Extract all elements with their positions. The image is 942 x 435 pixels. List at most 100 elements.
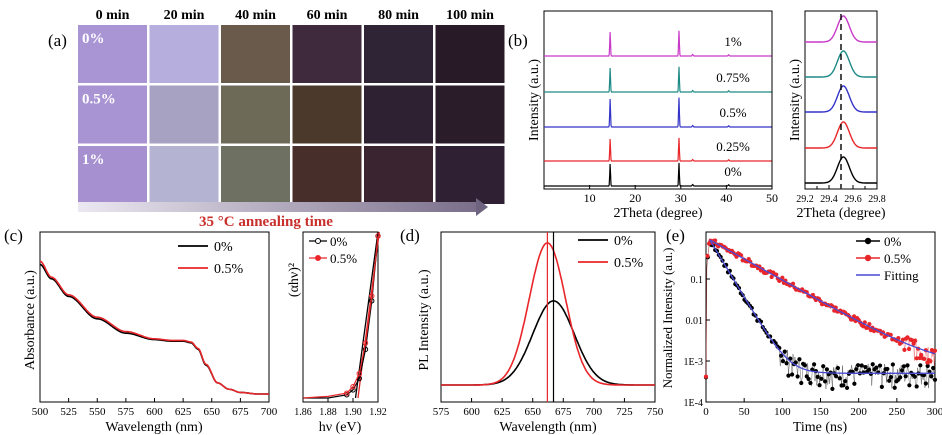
trpl-point-1-266 (906, 346, 912, 352)
trpl-point-0-246 (929, 374, 934, 379)
trpl-point-0-132 (824, 367, 830, 372)
trpl-point-0-138 (830, 386, 835, 391)
trpl-point-0-84 (780, 359, 786, 364)
panel-c-ylabel: Absorbance (a.u.) (23, 270, 38, 370)
trpl-point-0-112 (806, 376, 811, 382)
trpl-point-1-194 (851, 314, 857, 319)
tile-r2-c3 (292, 146, 362, 204)
pl-tick-label-675: 675 (555, 406, 572, 418)
trpl-point-0-150 (841, 383, 846, 388)
trpl-point-0-186 (874, 365, 879, 370)
absorbance-tick-label-700: 700 (261, 406, 278, 418)
trpl-x-tick-label-100: 100 (774, 406, 791, 418)
panel-b-xlabel: 2Theta (degree) (614, 206, 703, 221)
trpl-point-0-222 (907, 383, 912, 388)
trpl-legend-label-1: 0.5% (884, 251, 911, 266)
tile-r1-c1 (149, 85, 219, 144)
panel-b-ylabel: Intensity (a.u.) (527, 59, 542, 141)
col-header-0: 0 min (96, 8, 130, 23)
pl-tick-label-650: 650 (524, 406, 541, 418)
tauc-point-0-3 (350, 387, 356, 393)
trpl-x-tick-label-0: 0 (703, 406, 709, 418)
panel-c-frame (39, 231, 270, 403)
trpl-legend: 0% 0.5% Fitting (856, 234, 919, 283)
trpl-ticks: 0 50 100 150 200 250 300 1E-4 1E-3 0.01 0.1 (684, 275, 942, 418)
pl-tick-label-575: 575 (433, 406, 450, 418)
xrd-label-0: 0% (724, 164, 742, 179)
trpl-x-tick-label-300: 300 (927, 406, 942, 418)
trpl-point-0-178 (866, 367, 872, 372)
trpl-y-tick-label-0.1: 0.1 (691, 275, 704, 286)
trpl-point-0-130 (822, 379, 828, 384)
absorbance-lines (39, 260, 269, 395)
panel-b-frame (543, 10, 773, 190)
tile-r0-c0 (78, 25, 147, 83)
trpl-point-0-94 (790, 372, 795, 377)
xrd-inset-tick-label-29.8: 29.8 (868, 194, 886, 205)
xrd-tick-label-10: 10 (584, 191, 596, 205)
row-label-0: 0% (82, 31, 105, 47)
trpl-point-0-122 (815, 374, 820, 379)
trpl-point-0-86 (782, 349, 787, 354)
panel-e-trpl: (e) 0 50 100 150 200 250 300 1E-4 1E-3 0.01 0.1 0%… (660, 226, 942, 435)
tauc-point-1-4 (356, 371, 362, 377)
pl-tick-label-750: 750 (647, 406, 664, 418)
xrd-tick-label-50: 50 (766, 191, 778, 205)
trpl-point-0-230 (914, 384, 919, 389)
absorbance-line-1 (39, 260, 269, 395)
panel-c-absorbance: (c) 500 525 550 575 600 625 650 675 700 0% 0.5% W… (4, 226, 387, 435)
xrd-inset-tick-label-29.2: 29.2 (796, 194, 814, 205)
tauc-tick-label-1.92: 1.92 (369, 407, 387, 418)
xrd-tick-label-20: 20 (629, 191, 641, 205)
annealing-arrow-body (78, 202, 476, 212)
panel-d-frame (440, 231, 656, 403)
trpl-point-0-172 (861, 370, 866, 375)
absorbance-tick-label-525: 525 (60, 406, 77, 418)
col-header-2: 40 min (235, 8, 276, 23)
panel-e-title: (e) (666, 226, 685, 245)
tauc-fit-0 (354, 231, 379, 399)
tauc-line-1 (302, 235, 379, 399)
trpl-fit-1 (709, 239, 936, 355)
col-header-3: 60 min (307, 8, 348, 23)
xrd-series-labels: 0% 0.25% 0.5% 0.75% 1% (716, 34, 750, 179)
trpl-point-0-88 (784, 361, 789, 366)
tauc-tick-label-1.90: 1.90 (344, 407, 362, 418)
pl-tick-label-625: 625 (494, 406, 511, 418)
xrd-label-1: 0.25% (716, 139, 750, 154)
xrd-trace-0 (544, 162, 772, 187)
xrd-trace-1 (544, 137, 772, 162)
tile-grid (78, 25, 505, 204)
trpl-point-0-174 (863, 364, 868, 370)
tauc-legend-marker-1 (315, 255, 321, 261)
panel-b-inset-ylabel: Intensity (a.u.) (788, 59, 803, 141)
pl-legend-label-0: 0% (614, 234, 633, 249)
trpl-point-0-114 (808, 380, 813, 386)
tauc-point-1-2 (344, 390, 350, 396)
panel-e-xlabel: Time (ns) (793, 420, 848, 435)
panel-b-title: (b) (508, 31, 528, 50)
trpl-point-0-104 (799, 380, 804, 386)
trpl-point-1-86 (769, 274, 774, 280)
row-label-1: 0.5% (82, 92, 116, 108)
panel-a-photo-grid: (a) 0 min 20 min 40 min 60 min 80 min 100 min… (48, 8, 505, 230)
trpl-x-tick-label-250: 250 (889, 406, 906, 418)
tile-r2-c1 (149, 146, 219, 204)
pl-legend: 0% 0.5% (578, 234, 644, 271)
trpl-point-0-200 (887, 378, 892, 383)
absorbance-legend-label-1: 0.5% (214, 262, 244, 277)
panel-b-inset-xlabel: 2Theta (degree) (797, 206, 886, 221)
absorbance-tick-label-575: 575 (118, 406, 135, 418)
trpl-point-0-202 (888, 375, 894, 380)
trpl-point-0-182 (870, 362, 875, 367)
trpl-point-0-238 (921, 372, 927, 378)
tile-r0-c2 (221, 25, 290, 83)
trpl-point-0-128 (821, 364, 826, 369)
trpl-point-0-228 (912, 374, 917, 379)
trpl-point-0-214 (899, 368, 905, 373)
trpl-point-0-212 (898, 375, 903, 380)
trpl-x-tick-label-150: 150 (812, 406, 829, 418)
trpl-point-1-264 (905, 335, 910, 340)
trpl-point-1-0 (703, 374, 709, 379)
trpl-point-0-234 (918, 363, 923, 368)
